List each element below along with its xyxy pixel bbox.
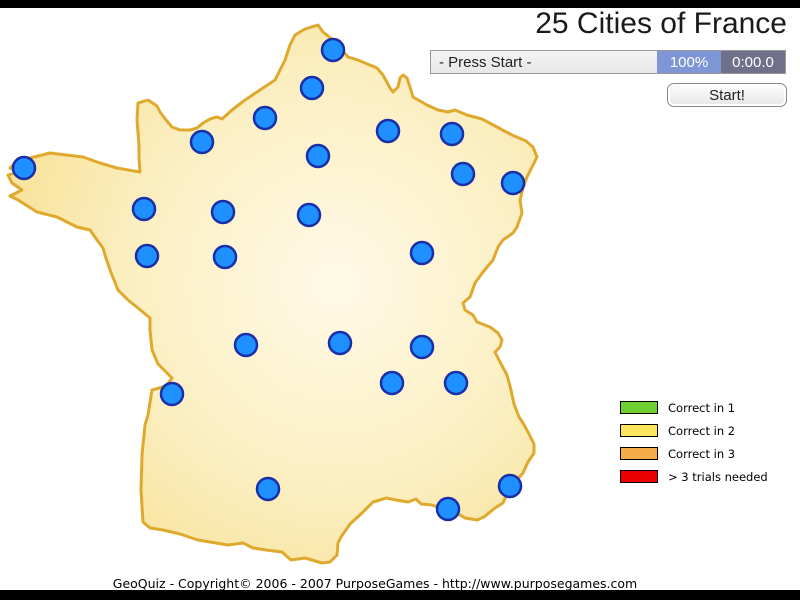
city-dots-layer (11, 37, 526, 522)
city-dot[interactable] (159, 381, 185, 407)
legend: Correct in 1 Correct in 2 Correct in 3 >… (620, 401, 768, 493)
france-outline[interactable] (6, 23, 539, 565)
city-dot[interactable] (409, 240, 435, 266)
city-dot[interactable] (189, 129, 215, 155)
city-dot[interactable] (497, 473, 523, 499)
footer-credits: GeoQuiz - Copyright© 2006 - 2007 Purpose… (112, 576, 638, 591)
timer-display: 0:00.0 (721, 51, 785, 73)
legend-label: Correct in 3 (668, 446, 736, 461)
legend-row: > 3 trials needed (620, 469, 768, 484)
legend-label: Correct in 1 (668, 400, 736, 415)
city-dot[interactable] (252, 105, 278, 131)
city-dot[interactable] (233, 332, 259, 358)
top-border-bar (0, 0, 800, 8)
legend-swatch-correct-in-2 (620, 424, 658, 437)
city-dot[interactable] (435, 496, 461, 522)
legend-row: Correct in 1 (620, 400, 768, 415)
progress-percent: 100% (657, 51, 721, 73)
city-dot[interactable] (320, 37, 346, 63)
city-dot[interactable] (443, 370, 469, 396)
city-dot[interactable] (409, 334, 435, 360)
city-dot[interactable] (439, 121, 465, 147)
city-dot[interactable] (375, 118, 401, 144)
legend-swatch-correct-in-3 (620, 447, 658, 460)
legend-label: Correct in 2 (668, 423, 736, 438)
city-dot[interactable] (131, 196, 157, 222)
legend-swatch-correct-in-1 (620, 401, 658, 414)
city-dot[interactable] (255, 476, 281, 502)
legend-swatch-more-than-3-trials (620, 470, 658, 483)
status-message: - Press Start - (431, 51, 657, 73)
bottom-border-bar (0, 590, 800, 600)
legend-row: Correct in 2 (620, 423, 768, 438)
city-dot[interactable] (296, 202, 322, 228)
city-dot[interactable] (134, 243, 160, 269)
city-dot[interactable] (210, 199, 236, 225)
city-dot[interactable] (327, 330, 353, 356)
status-bar: - Press Start - 100% 0:00.0 (430, 50, 786, 74)
legend-label: > 3 trials needed (668, 469, 768, 484)
start-button[interactable]: Start! (667, 83, 787, 107)
city-dot[interactable] (11, 155, 37, 181)
city-dot[interactable] (379, 370, 405, 396)
city-dot[interactable] (212, 244, 238, 270)
city-dot[interactable] (450, 161, 476, 187)
page-title: 25 Cities of France (535, 7, 787, 40)
city-dot[interactable] (299, 75, 325, 101)
city-dot[interactable] (500, 170, 526, 196)
legend-row: Correct in 3 (620, 446, 768, 461)
city-dot[interactable] (305, 143, 331, 169)
